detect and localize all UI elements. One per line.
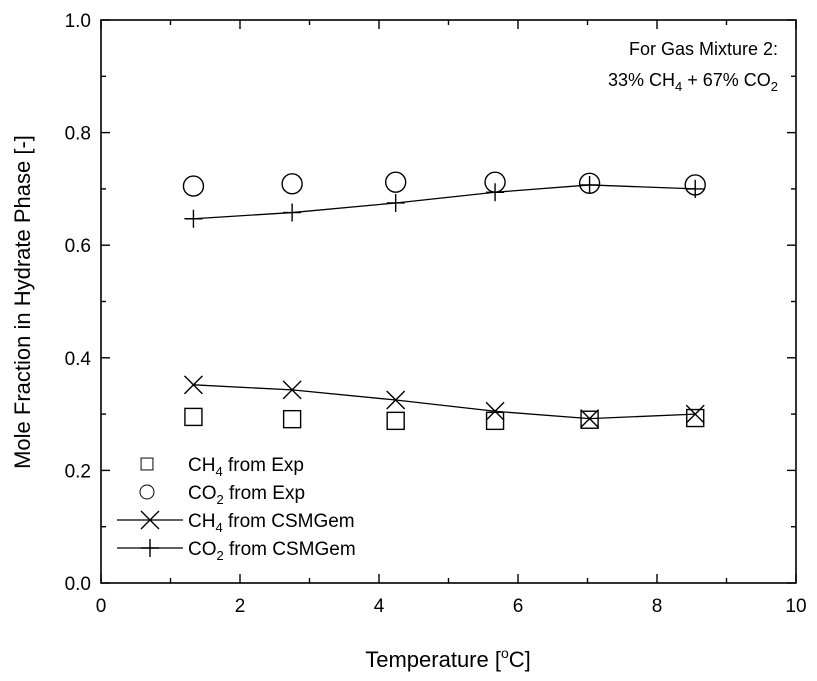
x-tick-label: 8	[652, 596, 663, 617]
data-point-x	[485, 401, 505, 421]
x-tick-label: 2	[235, 596, 246, 617]
series-4	[184, 175, 705, 228]
data-point-plus	[283, 203, 302, 222]
annotation-line1: For Gas Mixture 2:	[629, 39, 778, 59]
data-point-square	[580, 410, 599, 429]
data-point-square	[282, 409, 302, 429]
axis-ticks: 0 2 4 6 8 10 0.0 0.2 0.4 0.6 0.8 1.0	[65, 11, 807, 617]
legend-marker-x	[140, 510, 160, 530]
x-tick-label: 4	[374, 596, 385, 617]
series-2	[182, 171, 706, 197]
series-layer	[182, 171, 706, 431]
data-point-square	[184, 407, 203, 427]
x-axis-title: Temperature [oC]	[365, 645, 531, 672]
data-point-square	[386, 411, 405, 431]
y-tick-label: 0.2	[65, 461, 91, 482]
data-point-x	[580, 409, 600, 429]
data-point-x	[282, 380, 302, 400]
series-3	[183, 375, 705, 429]
legend-item: CH4 from CSMGem	[117, 510, 355, 535]
y-tick-label: 0.0	[65, 574, 91, 595]
data-point-circle	[281, 173, 303, 195]
legend-item: CO2 from Exp	[139, 483, 305, 507]
legend-label: CH4 from Exp	[188, 455, 304, 479]
y-tick-label: 0.8	[65, 124, 91, 145]
series-1	[184, 407, 705, 431]
y-tick-label: 0.6	[65, 236, 91, 257]
data-point-plus	[386, 193, 405, 212]
legend-marker-plus	[141, 539, 159, 557]
data-point-x	[685, 404, 705, 424]
series-line	[193, 384, 696, 420]
legend-label: CH4 from CSMGem	[188, 511, 355, 535]
legend-marker	[140, 510, 160, 530]
legend-marker	[140, 457, 154, 471]
y-axis-title: Mole Fraction in Hydrate Phase [-]	[10, 135, 35, 469]
legend: CH4 from Exp CO2 from Exp CH4 from CSMGem C…	[117, 455, 356, 563]
series-line	[193, 184, 696, 220]
data-point-circle	[384, 171, 407, 193]
y-tick-label: 1.0	[65, 11, 91, 32]
legend-marker	[141, 539, 159, 557]
data-point-square	[485, 411, 505, 431]
x-tick-label: 6	[513, 596, 524, 617]
legend-label: CO2 from CSMGem	[188, 539, 356, 563]
legend-item: CO2 from CSMGem	[117, 539, 356, 563]
data-point-plus	[580, 175, 599, 194]
annotation-line2: 33% CH4 + 67% CO2	[608, 70, 778, 94]
data-point-plus	[686, 179, 705, 198]
data-point-circle	[182, 175, 205, 197]
legend-marker	[139, 484, 155, 500]
data-point-x	[386, 390, 406, 410]
legend-label: CO2 from Exp	[188, 483, 305, 507]
y-tick-label: 0.4	[65, 349, 92, 370]
legend-item: CH4 from Exp	[140, 455, 304, 479]
x-tick-label: 10	[785, 596, 806, 617]
data-point-square	[686, 408, 705, 428]
data-point-plus	[486, 183, 505, 202]
x-tick-label: 0	[96, 596, 107, 617]
legend-marker-square	[140, 457, 154, 471]
data-point-plus	[184, 209, 203, 228]
data-point-x	[183, 375, 203, 395]
legend-marker-circle	[139, 484, 155, 500]
